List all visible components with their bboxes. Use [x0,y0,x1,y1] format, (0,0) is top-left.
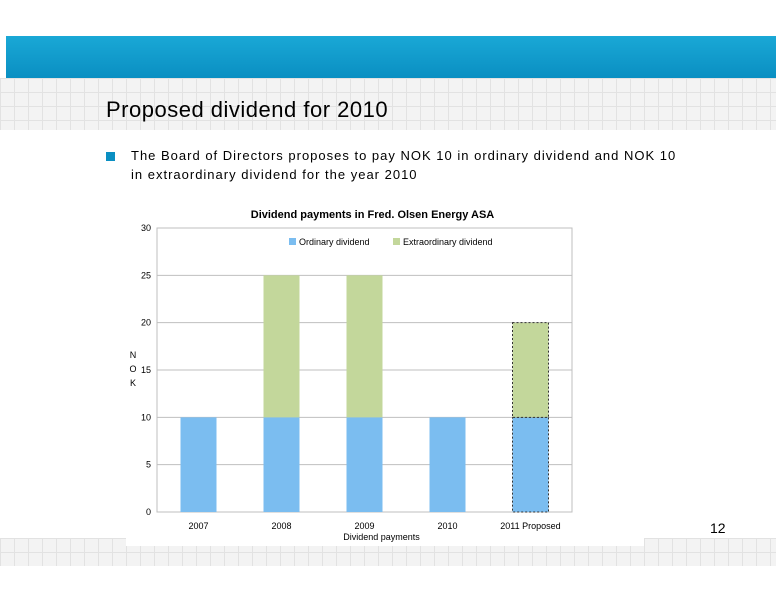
title-grid-band [0,78,776,130]
chart-svg: 0 5 10 15 20 25 30 2007 2008 2009 2010 2011 Propose… [129,209,573,542]
y-tick-label: 15 [141,365,151,375]
x-tick-label: 2008 [271,521,291,531]
dividend-chart: 0 5 10 15 20 25 30 2007 2008 2009 2010 2011 Propose… [126,200,644,546]
bar-extraordinary [263,275,300,418]
x-tick-label: 2011 Proposed [500,521,560,531]
legend-label: Ordinary dividend [299,237,370,247]
y-tick-label: 25 [141,270,151,280]
header-bar [6,36,776,78]
y-axis-label-letter: N [130,350,137,360]
y-axis-label-letter: K [130,378,136,388]
y-tick-label: 5 [146,460,151,470]
bar-ordinary [512,416,549,513]
slide-title: Proposed dividend for 2010 [106,97,389,122]
y-tick-label: 30 [141,223,151,233]
legend-swatch [393,238,400,245]
bullet-square-icon [106,152,115,161]
legend-label: Extraordinary dividend [403,237,493,247]
bar-extraordinary [346,275,383,418]
bar-ordinary [180,417,217,512]
x-tick-label: 2009 [354,521,374,531]
x-axis-label: Dividend payments [343,532,420,542]
x-tick-label: 2010 [437,521,457,531]
x-tick-label: 2007 [188,521,208,531]
y-tick-label: 0 [146,507,151,517]
y-tick-label: 10 [141,412,151,422]
legend-swatch [289,238,296,245]
bullet-text: The Board of Directors proposes to pay N… [131,148,677,182]
bar-ordinary [429,417,466,512]
chart-title: Dividend payments in Fred. Olsen Energy … [251,209,495,221]
bar-ordinary [346,417,383,512]
bar-ordinary [263,417,300,512]
bar-extraordinary [512,322,549,418]
y-tick-label: 20 [141,318,151,328]
y-axis-label-letter: O [129,364,136,374]
page-number: 12 [710,520,726,536]
